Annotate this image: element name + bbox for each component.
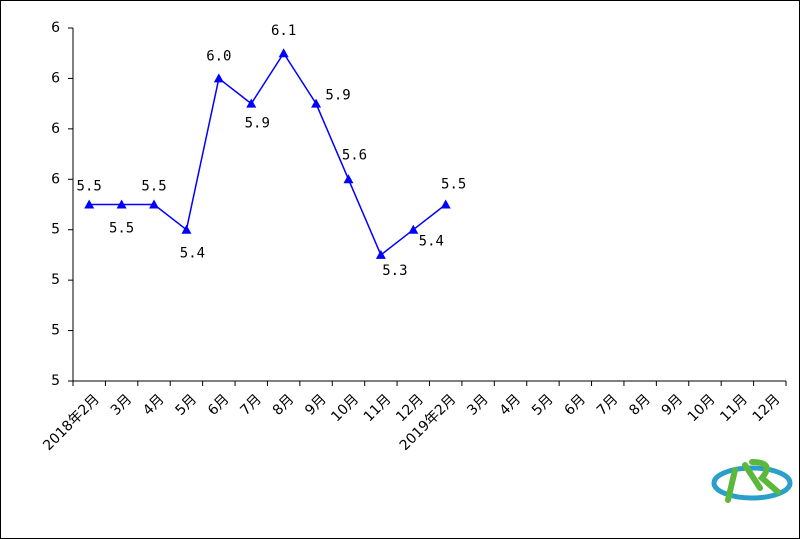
marker	[149, 199, 160, 209]
marker	[116, 199, 127, 209]
marker	[343, 174, 354, 184]
data-label: 5.5	[77, 179, 102, 195]
marker	[408, 224, 419, 234]
data-label: 5.3	[382, 263, 407, 279]
data-label: 5.5	[441, 177, 466, 193]
y-tick-label: 6	[51, 171, 60, 187]
y-tick-label: 5	[51, 323, 60, 339]
marker	[311, 98, 322, 108]
logo-ring	[711, 465, 793, 501]
logo-letters	[725, 459, 781, 503]
data-label: 5.9	[325, 88, 350, 104]
marker	[375, 249, 386, 259]
marker	[246, 98, 257, 108]
line	[89, 51, 447, 257]
data-label: 5.5	[109, 221, 134, 237]
y-tick-label: 5	[51, 222, 60, 238]
y-tick-label: 5	[51, 373, 60, 389]
marker	[440, 199, 451, 209]
data-label: 6.0	[206, 48, 231, 64]
data-label: 5.6	[342, 147, 367, 163]
data-label: 5.4	[180, 246, 205, 262]
y-tick-label: 6	[51, 20, 60, 36]
data-label: 5.5	[141, 179, 166, 195]
marker	[213, 73, 224, 83]
logo	[711, 459, 793, 503]
data-label: 6.1	[271, 23, 296, 39]
y-tick-label: 6	[51, 121, 60, 137]
data-label: 5.9	[245, 116, 270, 132]
marker	[278, 48, 289, 58]
marker	[84, 199, 95, 209]
data-label: 5.4	[419, 234, 444, 250]
y-tick-label: 6	[51, 70, 60, 86]
marker	[181, 224, 192, 234]
y-tick-label: 5	[51, 272, 60, 288]
